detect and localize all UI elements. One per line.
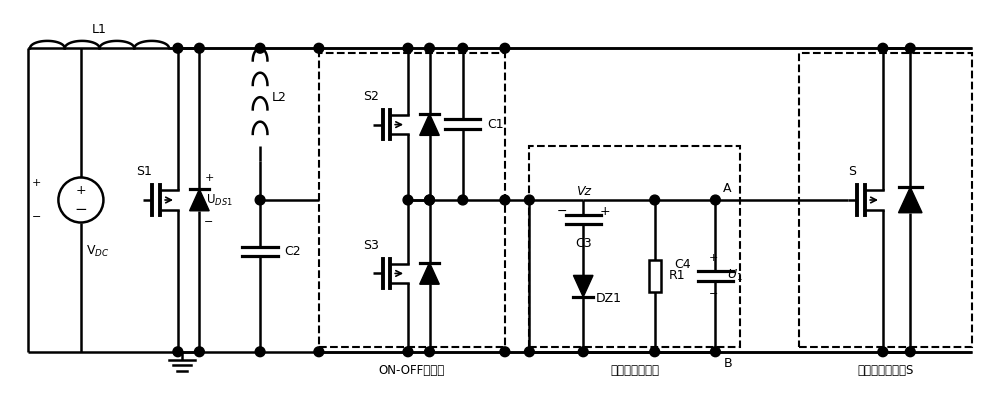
- Text: +: +: [204, 174, 214, 184]
- Polygon shape: [899, 187, 922, 213]
- Circle shape: [195, 347, 204, 357]
- Text: +: +: [709, 253, 718, 263]
- Circle shape: [403, 43, 413, 53]
- Polygon shape: [573, 275, 593, 297]
- Text: C2: C2: [285, 245, 301, 258]
- Text: S: S: [849, 166, 857, 178]
- Circle shape: [650, 347, 660, 357]
- Text: S1: S1: [136, 166, 152, 178]
- Circle shape: [458, 195, 468, 205]
- Text: −: −: [75, 202, 87, 217]
- Text: R1: R1: [668, 269, 685, 282]
- Bar: [319, 53, 505, 347]
- Circle shape: [500, 43, 510, 53]
- Circle shape: [255, 195, 265, 205]
- Circle shape: [458, 43, 468, 53]
- Text: +: +: [76, 184, 86, 197]
- Circle shape: [173, 347, 183, 357]
- Text: −: −: [709, 288, 718, 298]
- Circle shape: [650, 195, 660, 205]
- Text: C1: C1: [487, 118, 504, 131]
- Text: Vz: Vz: [576, 185, 591, 198]
- Circle shape: [173, 43, 183, 53]
- Circle shape: [195, 43, 204, 53]
- Circle shape: [403, 347, 413, 357]
- Text: B: B: [723, 357, 732, 370]
- Text: S2: S2: [363, 90, 379, 103]
- Circle shape: [255, 347, 265, 357]
- Circle shape: [711, 347, 720, 357]
- Text: ON-OFF子电路: ON-OFF子电路: [379, 364, 445, 376]
- Text: 负压关断子电路: 负压关断子电路: [610, 364, 659, 376]
- Circle shape: [878, 43, 888, 53]
- Bar: [529, 146, 740, 347]
- Bar: [649, 260, 661, 292]
- Circle shape: [524, 347, 534, 357]
- Circle shape: [524, 195, 534, 205]
- Text: DZ1: DZ1: [596, 292, 622, 305]
- Circle shape: [425, 195, 434, 205]
- Polygon shape: [420, 263, 439, 284]
- Circle shape: [578, 347, 588, 357]
- Text: +: +: [32, 178, 41, 188]
- Circle shape: [878, 347, 888, 357]
- Text: 被驱动主开关管S: 被驱动主开关管S: [857, 364, 913, 376]
- Circle shape: [500, 195, 510, 205]
- Circle shape: [500, 347, 510, 357]
- Polygon shape: [420, 114, 439, 135]
- Circle shape: [403, 195, 413, 205]
- Circle shape: [905, 347, 915, 357]
- Text: C3: C3: [575, 237, 592, 250]
- Circle shape: [314, 347, 324, 357]
- Circle shape: [255, 43, 265, 53]
- Bar: [799, 53, 972, 347]
- Circle shape: [425, 347, 434, 357]
- Text: −: −: [556, 205, 567, 218]
- Text: +: +: [599, 205, 610, 218]
- Circle shape: [905, 43, 915, 53]
- Circle shape: [425, 195, 434, 205]
- Text: V$_{DC}$: V$_{DC}$: [86, 244, 109, 259]
- Text: C4: C4: [674, 258, 691, 271]
- Circle shape: [314, 43, 324, 53]
- Polygon shape: [190, 189, 209, 211]
- Text: −: −: [32, 212, 41, 222]
- Text: A: A: [723, 182, 732, 195]
- Text: L1: L1: [92, 24, 107, 36]
- Text: U$_1$: U$_1$: [727, 268, 743, 284]
- Circle shape: [711, 195, 720, 205]
- Text: S3: S3: [363, 239, 379, 252]
- Text: U$_{DS1}$: U$_{DS1}$: [206, 192, 233, 208]
- Text: L2: L2: [272, 91, 287, 104]
- Text: −: −: [204, 216, 214, 226]
- Circle shape: [425, 43, 434, 53]
